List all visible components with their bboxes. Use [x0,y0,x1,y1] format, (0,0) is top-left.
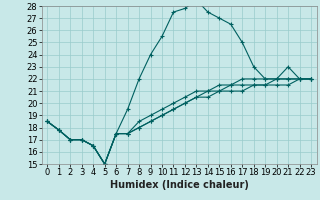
X-axis label: Humidex (Indice chaleur): Humidex (Indice chaleur) [110,180,249,190]
